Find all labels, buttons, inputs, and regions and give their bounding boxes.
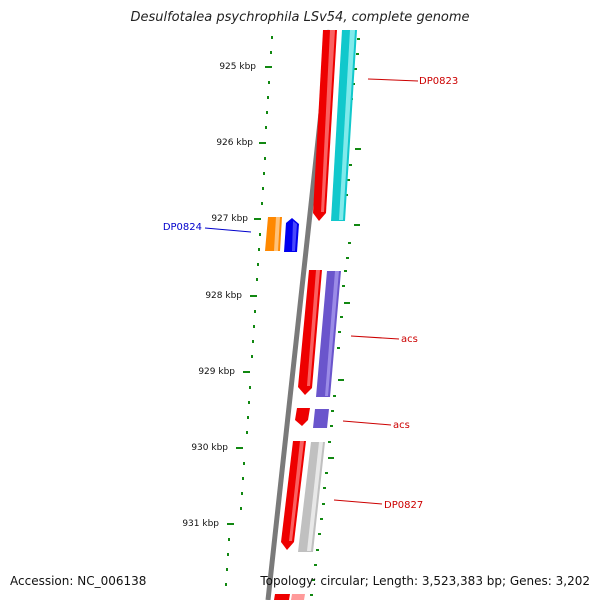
gene-highlight-acs-1 (325, 271, 339, 396)
topology-text: Topology: circular; Length: 3,523,383 bp… (260, 574, 590, 588)
map-title: Desulfotalea psychrophila LSv54, complet… (130, 10, 470, 25)
cds-highlight-dp0823 (321, 30, 335, 212)
tick-label-931: 931 kbp (182, 519, 219, 529)
cds-feature-dp0824[interactable] (284, 218, 299, 252)
gene-highlight-dp0824 (274, 217, 280, 251)
gene-feature-next[interactable] (291, 594, 305, 600)
tick-label-925: 925 kbp (219, 62, 256, 72)
gene-label-dp0824[interactable]: DP0824 (163, 222, 202, 233)
tick-label-927: 927 kbp (211, 214, 248, 224)
gene-label-dp0823[interactable]: DP0823 (419, 76, 458, 87)
gene-label-acs-1[interactable]: acs (401, 334, 418, 345)
leader-line-acs-2 (342, 420, 392, 426)
cds-feature-next[interactable] (274, 594, 290, 600)
gene-highlight-dp0823 (339, 30, 355, 220)
cds-feature-acs-2[interactable] (295, 408, 310, 426)
cds-highlight-dp0827 (289, 441, 304, 541)
leader-line-dp0827 (333, 499, 383, 505)
ruler-ring-dots (225, 36, 273, 586)
leader-line-dp0824 (204, 227, 252, 233)
gene-label-acs-2[interactable]: acs (393, 420, 410, 431)
tick-label-929: 929 kbp (198, 367, 235, 377)
leader-line-dp0823 (367, 78, 419, 82)
tick-label-926: 926 kbp (216, 138, 253, 148)
cds-highlight-dp0824 (292, 221, 297, 251)
gene-feature-acs-2[interactable] (313, 409, 329, 428)
leader-line-acs-1 (350, 335, 400, 340)
gene-highlight-dp0827 (307, 442, 323, 551)
cds-highlight-acs-1 (307, 270, 320, 386)
tick-label-928: 928 kbp (205, 291, 242, 301)
accession-text: Accession: NC_006138 (10, 574, 147, 588)
tick-label-930: 930 kbp (191, 443, 228, 453)
gene-label-dp0827[interactable]: DP0827 (384, 500, 423, 511)
